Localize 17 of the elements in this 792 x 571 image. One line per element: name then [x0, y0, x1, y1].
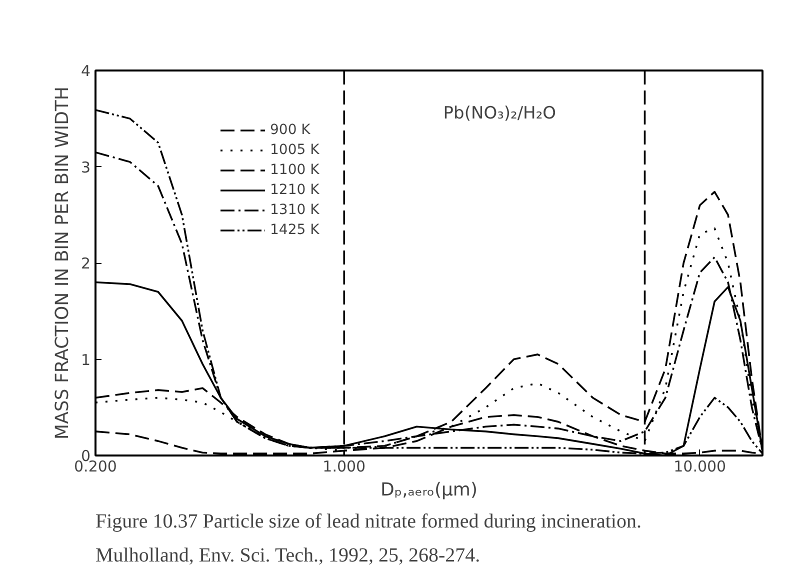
text: Mulholland, Env. Sci. Tech., 1992, 25, 268-274. [96, 544, 480, 566]
x-tick-label: 10.000 [674, 458, 726, 476]
legend-label: 1005 K [270, 142, 320, 158]
y-tick-label: 4 [80, 62, 91, 80]
caption: Figure 10.37 Particle size of lead nitrate formed during incineration. [96, 510, 642, 532]
x-tick-label: 1.000 [322, 458, 366, 476]
y-tick-label: 2 [80, 254, 91, 272]
legend-label: 1425 K [270, 222, 320, 238]
y-axis-title: MASS FRACTION IN BIN PER BIN WIDTH [52, 86, 73, 440]
x-axis-title: Dₚ,ₐₑᵣₒ(μm) [380, 480, 478, 500]
annotation: Pb(NO₃)₂/H₂O [443, 103, 556, 124]
legend-label: 1310 K [270, 202, 320, 218]
legend-label: 1210 K [270, 182, 320, 198]
legend-label: 1100 K [270, 162, 320, 178]
y-tick-label: 3 [80, 158, 91, 176]
legend-label: 900 K [270, 122, 310, 138]
y-tick-label: 1 [80, 350, 91, 369]
